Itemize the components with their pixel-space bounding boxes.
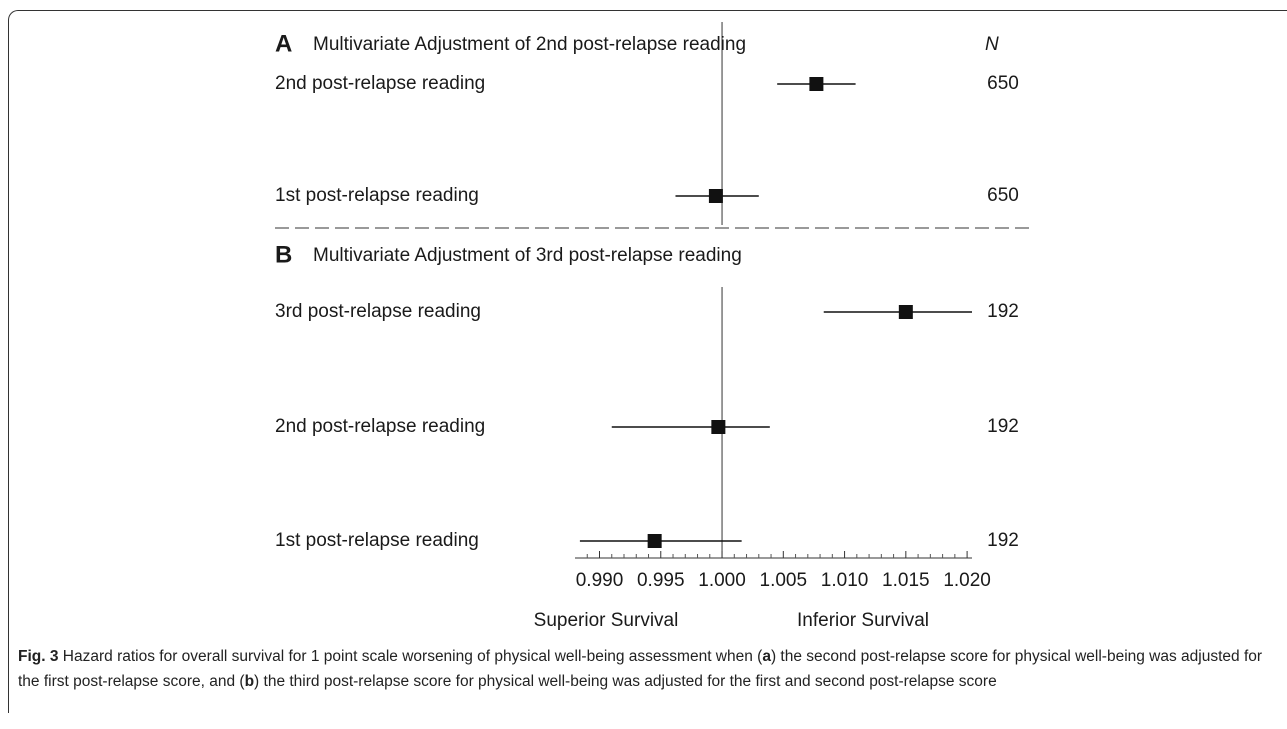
x-tick-label: 1.020 [943, 570, 991, 591]
caption-label: Fig. 3 [18, 648, 59, 665]
panel-letter: B [275, 241, 292, 268]
row-n: 192 [987, 416, 1019, 437]
caption-text: a [762, 648, 771, 665]
hazard-ratio [711, 420, 726, 434]
x-tick-label: 0.990 [576, 570, 624, 591]
x-tick-label: 1.000 [698, 570, 746, 591]
panel-title: Multivariate Adjustment of 2nd post-rela… [313, 34, 746, 55]
row-label: 1st post-relapse reading [275, 530, 479, 551]
caption: Fig. 3 Hazard ratios for overall surviva… [18, 644, 1273, 694]
row-label: 1st post-relapse reading [275, 185, 479, 206]
chart: N Superior Survival Inferior Survival 0.… [275, 22, 1030, 631]
hazard-ratio [898, 305, 913, 319]
annotation: Superior Survival [534, 610, 679, 631]
x-tick-label: 1.015 [882, 570, 930, 591]
caption-text: b [244, 673, 255, 690]
row-label: 3rd post-relapse reading [275, 301, 481, 322]
row-n: 650 [987, 185, 1019, 206]
x-tick-label: 1.005 [760, 570, 808, 591]
x-tick-label: 0.995 [637, 570, 685, 591]
annotation: Inferior Survival [797, 610, 929, 631]
row-label: 2nd post-relapse reading [275, 416, 485, 437]
caption-text: Hazard ratios for overall survival for 1… [62, 648, 763, 665]
panel-letter: A [275, 30, 292, 57]
hazard-ratio [647, 534, 662, 548]
panel-title: Multivariate Adjustment of 3rd post-rela… [313, 245, 742, 266]
caption-text: ) the third post-relapse score for physi… [254, 673, 997, 690]
row-n: 192 [987, 530, 1019, 551]
frame [8, 10, 1287, 713]
caption-text: ) the second post-relapse score for phys… [18, 648, 1263, 690]
row-label: 2nd post-relapse reading [275, 73, 485, 94]
row-n: 650 [987, 73, 1019, 94]
row-n: 192 [987, 301, 1019, 322]
n-header: N [985, 34, 999, 55]
hazard-ratio [809, 77, 824, 91]
x-tick-label: 1.010 [821, 570, 869, 591]
hazard-ratio [708, 189, 723, 203]
